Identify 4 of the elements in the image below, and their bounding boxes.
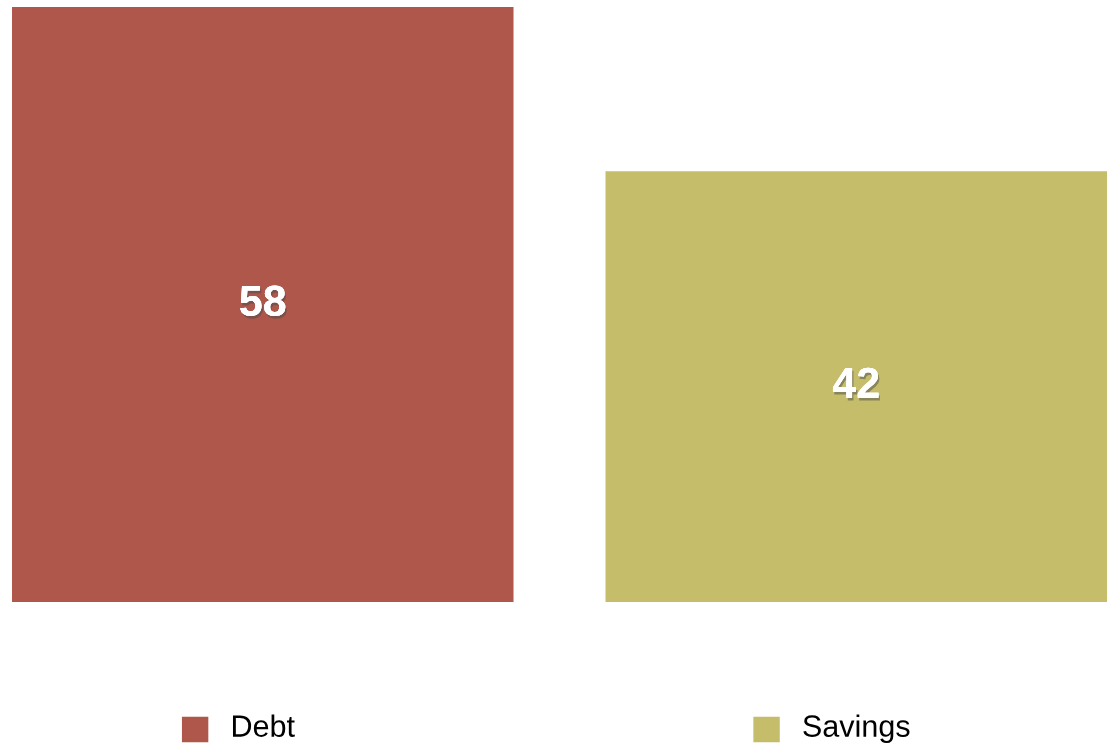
x-tick-label: Debt (232, 714, 295, 737)
data-label: 42 (832, 367, 880, 401)
x-tick-label: Savings (803, 714, 910, 743)
data-label: 58 (240, 285, 287, 319)
